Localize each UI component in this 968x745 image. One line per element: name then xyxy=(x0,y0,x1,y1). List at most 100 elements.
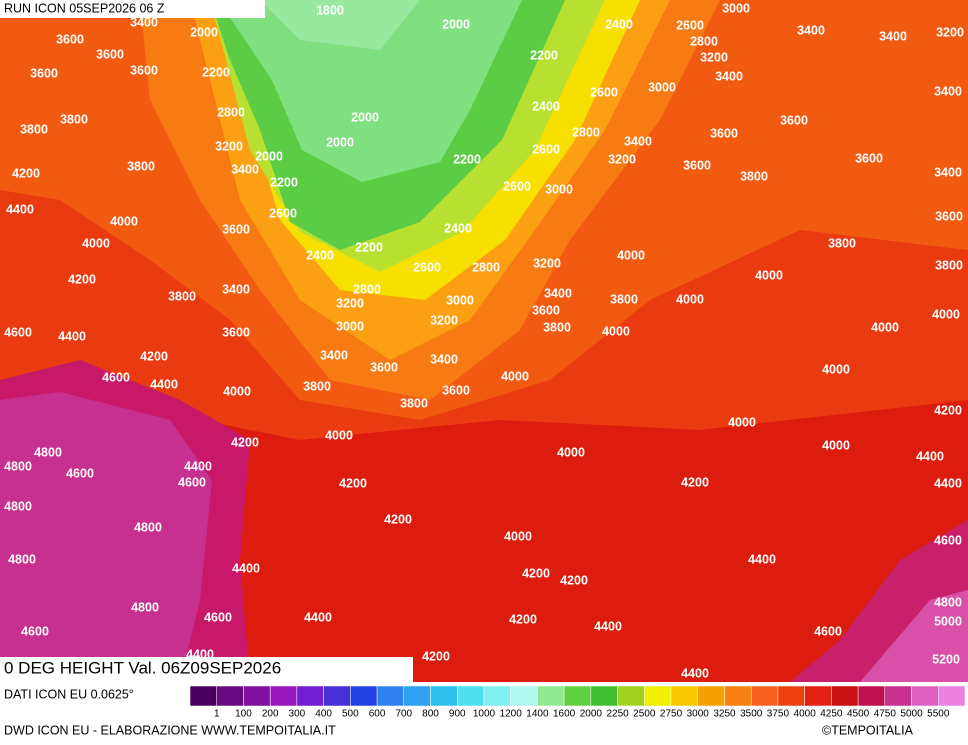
colorbar-swatch xyxy=(430,685,458,707)
contour-label: 4800 xyxy=(8,552,36,566)
contour-label: 3800 xyxy=(543,320,571,334)
contour-label: 4400 xyxy=(594,619,622,633)
contour-label: 3800 xyxy=(740,169,768,183)
contour-label: 3000 xyxy=(648,80,676,94)
colorbar-swatch xyxy=(376,685,405,707)
contour-label: 3600 xyxy=(130,63,158,77)
contour-label: 2000 xyxy=(442,17,470,31)
colorbar-label: 3500 xyxy=(740,709,763,720)
credit-label: DWD ICON EU - ELABORAZIONE WWW.TEMPOITAL… xyxy=(4,723,336,737)
colorbar-swatch xyxy=(403,685,431,707)
colorbar-label: 500 xyxy=(342,709,359,720)
colorbar-label: 1400 xyxy=(526,709,549,720)
contour-label: 4200 xyxy=(422,649,450,663)
colorbar-swatch xyxy=(831,685,859,707)
contour-label: 4400 xyxy=(681,666,709,680)
colorbar-label: 3750 xyxy=(767,709,790,720)
contour-label: 3400 xyxy=(934,84,962,98)
colorbar-label: 4250 xyxy=(820,709,843,720)
colorbar-label: 300 xyxy=(289,709,306,720)
colorbar-swatch xyxy=(590,685,618,707)
contour-label: 2600 xyxy=(413,260,441,274)
contour-label: 4200 xyxy=(140,349,168,363)
contour-label: 4200 xyxy=(681,475,709,489)
contour-label: 3400 xyxy=(430,352,458,366)
contour-label: 3600 xyxy=(710,126,738,140)
contour-label: 3800 xyxy=(168,289,196,303)
colorbar-swatch xyxy=(189,685,217,707)
contour-label: 3800 xyxy=(935,258,963,272)
contour-label: 4600 xyxy=(66,466,94,480)
contour-label: 3200 xyxy=(700,50,728,64)
contour-label: 2000 xyxy=(190,25,218,39)
colorbar-label: 3250 xyxy=(713,709,736,720)
contour-label: 2800 xyxy=(572,125,600,139)
contour-label: 2800 xyxy=(353,282,381,296)
contour-label: 3600 xyxy=(96,47,124,61)
colorbar-swatch xyxy=(350,685,378,707)
colorbar-label: 100 xyxy=(235,709,252,720)
colorbar-label: 800 xyxy=(422,709,439,720)
colorbar-swatch xyxy=(750,685,779,707)
contour-label: 4200 xyxy=(522,566,550,580)
contour-label: 2600 xyxy=(532,142,560,156)
contour-label: 4000 xyxy=(223,384,251,398)
contour-label: 3600 xyxy=(442,383,470,397)
contour-label: 4200 xyxy=(384,512,412,526)
contour-label: 2400 xyxy=(532,99,560,113)
contour-label: 4200 xyxy=(12,166,40,180)
colorbar: 1 100 200 300 400 500 600 700 800 900 1000 1200 1400… xyxy=(189,685,966,720)
contour-label: 2800 xyxy=(690,34,718,48)
contour-label: 4600 xyxy=(814,624,842,638)
colorbar-label: 900 xyxy=(449,709,466,720)
contour-label: 2000 xyxy=(255,149,283,163)
contour-label: 3400 xyxy=(130,15,158,29)
contour-label: 3200 xyxy=(936,25,964,39)
contour-label: 3600 xyxy=(532,303,560,317)
colorbar-label: 1600 xyxy=(553,709,576,720)
contour-label: 2400 xyxy=(306,248,334,262)
contour-label: 3400 xyxy=(231,162,259,176)
contour-label: 3600 xyxy=(855,151,883,165)
colorbar-label: 200 xyxy=(262,709,279,720)
colorbar-swatch xyxy=(804,685,832,707)
contour-label: 2800 xyxy=(472,260,500,274)
contour-label: 2600 xyxy=(503,179,531,193)
contour-label: 3600 xyxy=(683,158,711,172)
contour-label: 4000 xyxy=(755,268,783,282)
colorbar-swatch xyxy=(323,685,351,707)
source-label: DATI ICON EU 0.0625° xyxy=(4,687,134,701)
colorbar-swatch xyxy=(243,685,271,707)
contour-label: 3200 xyxy=(430,313,458,327)
field-1800 xyxy=(260,0,420,50)
contour-label: 3600 xyxy=(222,325,250,339)
contour-label: 4000 xyxy=(504,529,532,543)
contour-label: 4200 xyxy=(934,403,962,417)
contour-label: 3000 xyxy=(336,319,364,333)
colorbar-label: 400 xyxy=(315,709,332,720)
contour-label: 4200 xyxy=(560,573,588,587)
contour-label: 4400 xyxy=(934,476,962,490)
contour-label: 2200 xyxy=(530,48,558,62)
colorbar-swatch xyxy=(563,685,592,707)
colorbar-swatch xyxy=(777,685,805,707)
contour-label: 4200 xyxy=(509,612,537,626)
colorbar-label: 700 xyxy=(395,709,412,720)
contour-label: 3800 xyxy=(610,292,638,306)
colorbar-label: 2000 xyxy=(580,709,603,720)
contour-label: 3800 xyxy=(400,396,428,410)
contour-label: 2600 xyxy=(269,206,297,220)
map-title: 0 DEG HEIGHT Val. 06Z09SEP2026 xyxy=(4,658,281,677)
contour-label: 2000 xyxy=(351,110,379,124)
contour-label: 3400 xyxy=(715,69,743,83)
contour-label: 3000 xyxy=(722,1,750,15)
contour-label: 4400 xyxy=(150,377,178,391)
contour-label: 4400 xyxy=(304,610,332,624)
contour-label: 4400 xyxy=(6,202,34,216)
contour-label: 2200 xyxy=(355,240,383,254)
contour-label: 2000 xyxy=(326,135,354,149)
contour-label: 4000 xyxy=(501,369,529,383)
map-field xyxy=(0,0,968,682)
contour-label: 2600 xyxy=(676,18,704,32)
